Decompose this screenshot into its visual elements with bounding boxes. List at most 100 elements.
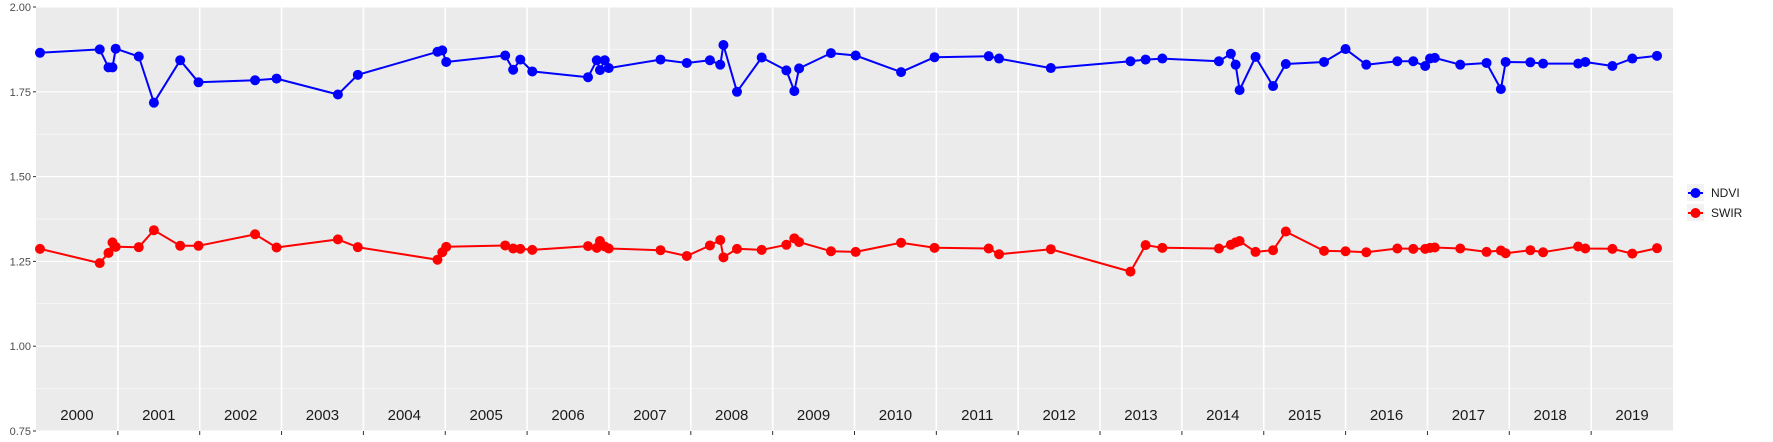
swir-point: [731, 243, 742, 254]
swir-point: [994, 249, 1005, 260]
swir-point: [193, 240, 204, 251]
ndvi-point: [781, 65, 792, 76]
ndvi-point: [1455, 59, 1466, 70]
swir-point: [515, 243, 526, 254]
ndvi-point: [35, 47, 45, 58]
swir-point: [1392, 243, 1403, 254]
ndvi-point: [175, 55, 186, 66]
ndvi-point: [515, 54, 526, 65]
swir-point: [1319, 245, 1330, 256]
swir-point: [250, 229, 261, 240]
year-label-2012: 2012: [1042, 407, 1075, 424]
swir-point: [715, 235, 726, 246]
ndvi-point: [441, 56, 452, 67]
year-label-2001: 2001: [142, 407, 175, 424]
ndvi-point: [332, 89, 343, 100]
swir-point: [1408, 243, 1419, 254]
ndvi-point: [896, 67, 907, 78]
ndvi-point: [110, 43, 121, 54]
swir-point: [1580, 243, 1591, 254]
ndvi-point: [704, 55, 715, 66]
y-tick-label: 2.00: [10, 2, 31, 14]
swir-point: [1213, 243, 1224, 254]
series-layer: [35, 39, 1662, 277]
year-label-2002: 2002: [224, 407, 257, 424]
year-label-2014: 2014: [1206, 407, 1239, 424]
ndvi-point: [1607, 61, 1618, 72]
ndvi-point: [527, 66, 538, 77]
ndvi-point: [756, 52, 767, 63]
ndvi-point: [148, 97, 159, 108]
ndvi-point: [1225, 48, 1236, 59]
y-tick-label: 1.25: [10, 256, 31, 268]
legend-label-ndvi: NDVI: [1711, 186, 1740, 200]
ndvi-point: [437, 45, 448, 56]
swir-point: [527, 244, 538, 255]
ndvi-point: [1234, 85, 1245, 96]
swir-point: [271, 242, 282, 253]
swir-point: [500, 240, 511, 251]
swir-point: [103, 247, 114, 258]
ndvi-point: [1495, 84, 1506, 95]
ndvi-point: [133, 51, 144, 62]
swir-point: [1250, 246, 1261, 257]
swir-point: [850, 246, 861, 257]
ndvi-point: [1652, 50, 1662, 61]
ndvi-point: [789, 86, 800, 97]
ndvi-point: [1250, 51, 1261, 62]
grid-lines: [36, 6, 1673, 432]
year-label-2009: 2009: [797, 407, 830, 424]
swir-point: [583, 241, 594, 252]
swir-point: [432, 254, 443, 265]
legend-marker-ndvi: [1690, 188, 1701, 198]
ndvi-point: [1500, 56, 1511, 67]
year-label-2008: 2008: [715, 407, 748, 424]
ndvi-point: [1045, 63, 1056, 74]
y-tick-label: 1.75: [10, 87, 31, 99]
swir-point: [1525, 245, 1536, 256]
swir-point: [825, 246, 836, 257]
ndvi-point: [1157, 53, 1168, 64]
year-label-2019: 2019: [1615, 407, 1648, 424]
swir-point: [1280, 226, 1291, 237]
ndvi-point: [1268, 81, 1279, 92]
swir-point: [929, 242, 940, 253]
ndvi-point: [603, 63, 614, 74]
ndvi-point: [599, 55, 610, 66]
ndvi-point: [929, 52, 940, 63]
year-label-2017: 2017: [1452, 407, 1485, 424]
year-label-2011: 2011: [961, 407, 993, 424]
swir-point: [681, 250, 692, 261]
ndvi-point: [271, 73, 282, 84]
ndvi-point: [1319, 56, 1330, 67]
ndvi-point: [655, 54, 666, 65]
swir-point: [441, 241, 452, 252]
swir-point: [794, 237, 805, 248]
legend-marker-swir: [1690, 208, 1701, 218]
legend-label-swir: SWIR: [1711, 206, 1743, 220]
swir-point: [1045, 244, 1056, 255]
swir-point: [1340, 246, 1351, 257]
ndvi-point: [352, 69, 363, 80]
year-label-2013: 2013: [1124, 407, 1157, 424]
swir-point: [133, 242, 144, 253]
swir-point: [718, 252, 729, 263]
ndvi-point: [1340, 44, 1351, 55]
ndvi-point: [850, 50, 861, 61]
year-labels: 2000 2001 2002 2003 2004 2005 2006 2007 2008 2009…: [60, 407, 1649, 424]
ndvi-point: [250, 75, 261, 86]
swir-point: [352, 242, 363, 253]
year-label-2006: 2006: [551, 407, 584, 424]
swir-point: [704, 240, 715, 251]
swir-point: [1429, 242, 1440, 253]
ndvi-point: [825, 48, 836, 59]
ndvi-point: [1280, 58, 1291, 69]
ndvi-point: [1429, 52, 1440, 63]
swir-point: [508, 243, 519, 254]
ndvi-point: [193, 77, 204, 88]
swir-point: [1361, 247, 1372, 258]
ndvi-point: [1538, 58, 1549, 69]
year-label-2000: 2000: [60, 407, 93, 424]
ndvi-point: [94, 44, 105, 55]
y-axis: 0.75 1.00 1.25 1.50 1.75 2.00: [10, 2, 1592, 438]
